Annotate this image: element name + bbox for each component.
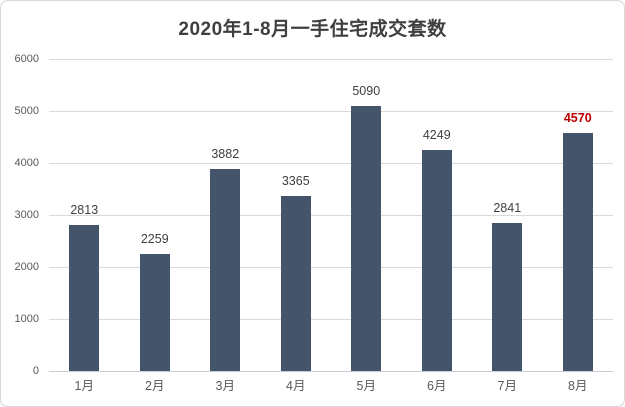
bar-5月: [351, 106, 382, 371]
bar-value-label: 4249: [422, 128, 451, 143]
x-axis-tick-label: 6月: [427, 379, 447, 393]
bar-value-label: 4570: [563, 111, 592, 126]
x-axis-tick-label: 8月: [568, 379, 588, 393]
bar-2月: [139, 253, 170, 371]
y-axis-tick-label: 2000: [14, 261, 39, 273]
bar-3月: [210, 169, 241, 371]
gridline: [49, 111, 613, 112]
gridline: [49, 319, 613, 320]
gridline: [49, 163, 613, 164]
bar-6月: [421, 150, 452, 371]
x-axis-tick-label: 3月: [215, 379, 235, 393]
bar-value-label: 5090: [352, 84, 381, 99]
y-axis-tick-label: 1000: [14, 313, 39, 325]
y-axis-tick-label: 6000: [14, 53, 39, 65]
y-axis-tick-label: 0: [32, 365, 39, 377]
bar-value-label: 2813: [70, 202, 99, 217]
bar-value-label: 3365: [281, 174, 310, 189]
y-axis-tick-label: 4000: [14, 157, 39, 169]
gridline: [49, 59, 613, 60]
bar-7月: [492, 223, 523, 371]
x-axis-line: [49, 371, 613, 372]
x-axis-tick-label: 5月: [356, 379, 376, 393]
x-axis-tick-label: 4月: [286, 379, 306, 393]
bar-value-label: 2841: [493, 201, 522, 216]
x-axis-tick-label: 7月: [497, 379, 517, 393]
x-axis-tick-label: 1月: [74, 379, 94, 393]
y-axis-tick-label: 5000: [14, 105, 39, 117]
bar-value-label: 3882: [211, 147, 240, 162]
bar-4月: [280, 196, 311, 371]
bar-1月: [69, 224, 100, 371]
gridline: [49, 267, 613, 268]
y-axis-tick-label: 3000: [14, 209, 39, 221]
gridline: [49, 215, 613, 216]
bar-value-label: 2259: [140, 231, 169, 246]
x-axis-tick-label: 2月: [145, 379, 165, 393]
chart-title: 2020年1-8月一手住宅成交套数: [178, 19, 447, 40]
bar-8月: [562, 133, 593, 371]
